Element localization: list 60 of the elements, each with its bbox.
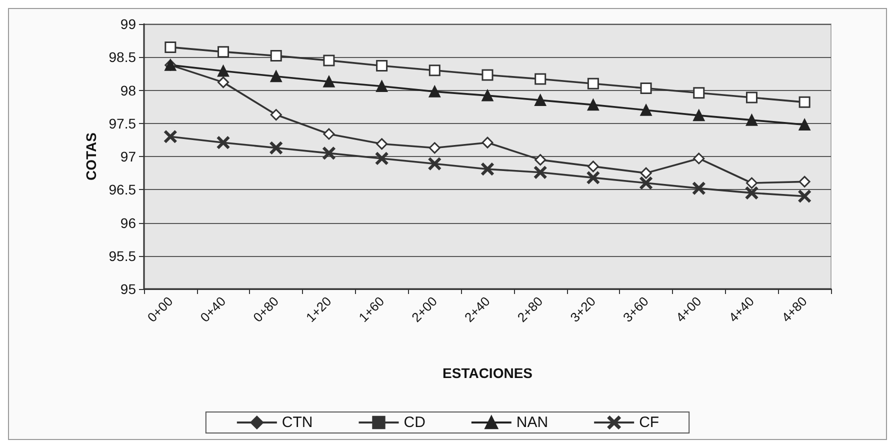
y-tick-label: 98.5 [108, 49, 136, 66]
point [322, 146, 336, 160]
point [376, 60, 388, 72]
point [428, 158, 441, 170]
point [376, 80, 388, 92]
point [746, 92, 758, 104]
point [323, 76, 335, 88]
x-axis-title: ESTACIONES [442, 365, 532, 381]
y-tick-label: 95 [120, 281, 136, 297]
point [164, 130, 177, 143]
point [376, 152, 388, 165]
point [481, 162, 494, 176]
y-tick-label: 97.5 [108, 115, 136, 132]
legend-label: NAN [516, 414, 548, 431]
point [587, 160, 599, 172]
legend-label: CTN [282, 414, 313, 431]
point [482, 90, 494, 102]
point [693, 110, 705, 122]
point [482, 136, 494, 148]
point [586, 171, 600, 184]
y-tick-label: 97 [120, 148, 136, 164]
point [428, 86, 440, 98]
y-tick-label: 95.5 [108, 248, 136, 264]
point [218, 46, 230, 58]
point [640, 167, 652, 179]
point [217, 136, 230, 149]
point [534, 73, 546, 85]
y-tick-label: 99 [120, 16, 136, 32]
point [270, 109, 282, 121]
point [692, 182, 706, 195]
point [640, 104, 652, 116]
point [534, 166, 547, 179]
point [164, 41, 176, 53]
point [218, 65, 230, 77]
point [693, 152, 705, 164]
point [534, 94, 546, 106]
legend-label: CF [639, 414, 660, 431]
point [270, 142, 282, 154]
point [587, 99, 599, 111]
point [798, 190, 811, 202]
point [693, 87, 705, 99]
y-tick-label: 96 [120, 214, 136, 231]
point [746, 114, 758, 126]
point [640, 176, 652, 190]
point [428, 64, 440, 76]
point [640, 82, 652, 94]
point [323, 54, 335, 66]
point [270, 70, 282, 82]
point [745, 186, 758, 200]
y-tick-label: 96.5 [108, 182, 136, 198]
point [587, 78, 599, 90]
y-tick-label: 98 [120, 82, 136, 98]
point [798, 176, 810, 188]
point [482, 69, 494, 81]
legend-label: CD [404, 414, 426, 431]
point [376, 138, 388, 150]
y-axis-title: COTAS [82, 132, 99, 180]
point [270, 50, 282, 62]
point [798, 96, 810, 108]
point [798, 118, 810, 130]
